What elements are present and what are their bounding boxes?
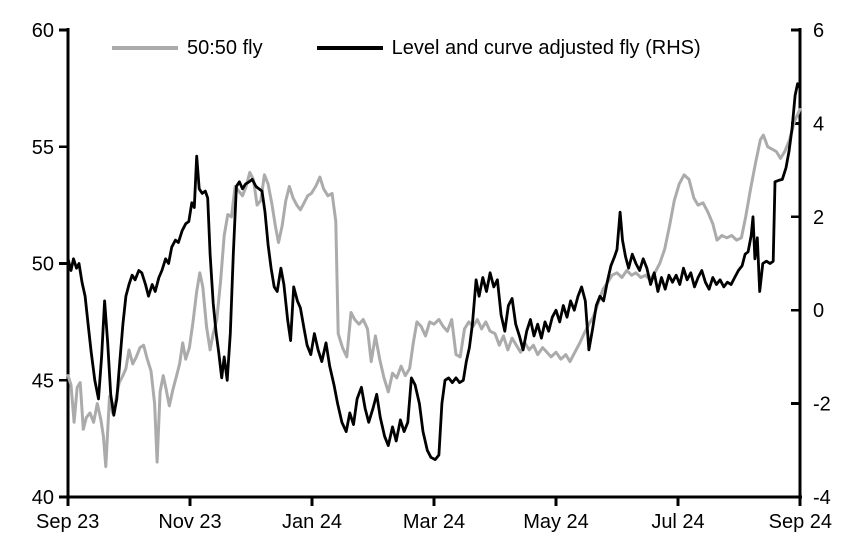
- x-axis-tick-label: Jan 24: [282, 511, 342, 533]
- chart-legend: 50:50 fly Level and curve adjusted fly (…: [112, 36, 701, 60]
- x-axis-tick-label: Jul 24: [651, 511, 704, 533]
- x-axis-tick-label: May 24: [523, 511, 589, 533]
- black-line-swatch: [316, 46, 383, 50]
- x-axis-tick-label: Sep 23: [36, 511, 99, 533]
- right-axis-tick-label: 4: [813, 113, 824, 135]
- right-axis-tick-label: -2: [813, 394, 831, 416]
- x-axis-tick-label: Sep 24: [769, 511, 832, 533]
- axes: [59, 28, 802, 506]
- right-axis-tick-label: -4: [813, 487, 831, 509]
- left-axis-tick-label: 45: [32, 370, 54, 392]
- series-line-black: [66, 82, 802, 462]
- left-axis-tick-label: 60: [32, 20, 54, 42]
- legend-label: Level and curve adjusted fly (RHS): [391, 37, 701, 59]
- legend-item-level-curve-adjusted-fly: Level and curve adjusted fly (RHS): [316, 36, 701, 60]
- right-axis-tick-label: 0: [813, 300, 824, 322]
- legend-item-5050-fly: 50:50 fly: [112, 36, 263, 60]
- x-axis-tick-label: Nov 23: [158, 511, 221, 533]
- left-axis-tick-label: 40: [32, 487, 54, 509]
- axis-tick-labels: 40 45 50 55 60 -4 -2 0 2 4 6 Sep 23 Nov 23 Jan 24 Mar …: [32, 20, 832, 533]
- x-axis-tick-label: Mar 24: [403, 511, 465, 533]
- gray-line-swatch: [112, 46, 178, 50]
- left-axis-tick-label: 50: [32, 254, 54, 276]
- series-line-gray: [66, 107, 802, 469]
- data-series: [66, 82, 802, 469]
- right-axis-tick-label: 2: [813, 207, 824, 229]
- right-axis-tick-label: 6: [813, 20, 824, 42]
- legend-label: 50:50 fly: [187, 37, 263, 59]
- left-axis-tick-label: 55: [32, 137, 54, 159]
